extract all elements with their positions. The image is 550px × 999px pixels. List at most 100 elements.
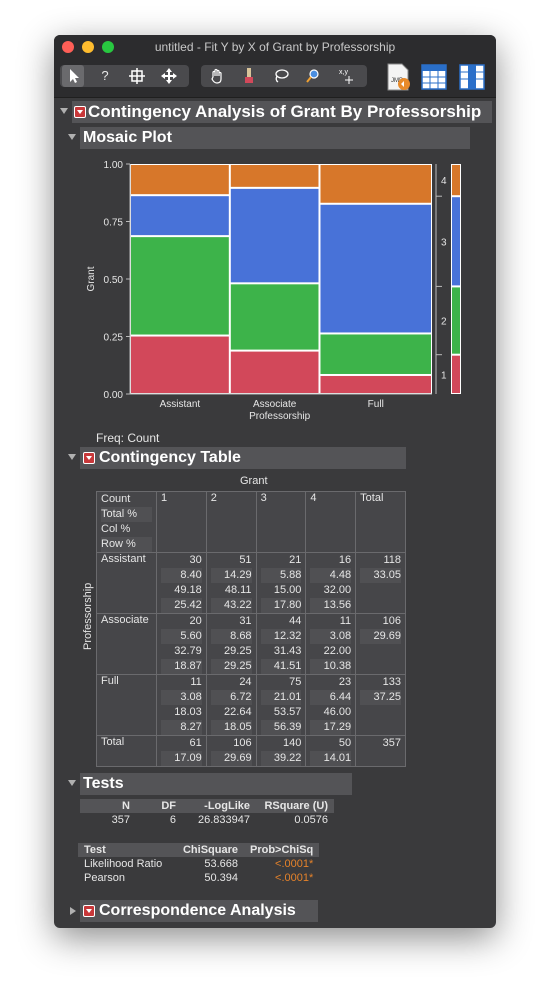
freq-label: Freq: Count [96, 431, 160, 445]
help-tool-icon[interactable]: ? [101, 68, 109, 83]
hand-tool-icon[interactable] [206, 65, 228, 87]
cell-value: 29.25 [224, 645, 252, 657]
svg-text:JMP: JMP [391, 78, 403, 84]
arrow-tool-icon[interactable] [62, 65, 84, 87]
cell-value: 46.00 [323, 706, 352, 718]
cell-value: 29.69 [210, 751, 252, 766]
stat-label: Row % [101, 537, 152, 552]
close-button[interactable] [62, 41, 74, 53]
mosaic-cell [230, 351, 319, 393]
cell-value: 23 [338, 676, 352, 688]
stat-label-cell: Count Total % Col % Row % [96, 491, 157, 553]
tests-header[interactable]: Tests [80, 773, 352, 795]
cell-value: 6.72 [210, 690, 252, 705]
correspondence-menu-icon[interactable] [83, 905, 95, 917]
mosaic-cell [131, 336, 229, 393]
table-cell: 51 14.29 48.11 43.22 [205, 552, 257, 614]
mosaic-cell [131, 165, 229, 195]
jmp-script-icon[interactable]: JMP [384, 62, 412, 92]
cell-value: 75 [289, 676, 302, 688]
move-tool-icon[interactable] [158, 65, 180, 87]
window-title: untitled - Fit Y by X of Grant by Profes… [154, 40, 396, 54]
column-header: 1 [155, 491, 207, 553]
cell-value: 49.18 [174, 584, 202, 596]
tests-summary-table: N DF -LogLike RSquare (U) 357 6 26.83394… [80, 799, 334, 827]
table-row: Associate 20 5.60 32.79 18.87 31 8.68 29.25 29.2… [96, 613, 406, 675]
table-cell: 140 39.22 [255, 735, 307, 767]
collapse-analysis-icon[interactable] [60, 108, 68, 114]
zoom-button[interactable] [102, 41, 114, 53]
contingency-table: Count Total % Col % Row % 1 2 3 4 Total Assistant… [96, 491, 406, 767]
tests-summary-header-row: N DF -LogLike RSquare (U) [80, 799, 334, 813]
x-tick-label: Full [368, 399, 384, 410]
rsquare-value: 0.0576 [294, 814, 328, 826]
cell-value: 16 [338, 554, 352, 566]
chisquare-value: 53.668 [204, 858, 238, 870]
cell-value: 22.64 [224, 706, 252, 718]
zoom-tool-icon[interactable] [302, 65, 324, 87]
loglike-value: 26.833947 [198, 814, 250, 826]
contingency-header[interactable]: Contingency Table [80, 447, 406, 469]
prob-value: <.0001* [275, 858, 314, 870]
brush-tool-icon[interactable] [238, 65, 260, 87]
cell-value: 31.43 [273, 645, 302, 657]
expand-correspondence-icon[interactable] [70, 907, 76, 915]
cell-value: 37.25 [360, 690, 401, 705]
cell-value: 17.80 [260, 598, 302, 613]
table-cell: 118 33.05 [355, 552, 406, 614]
professorship-group-label: Professorship [82, 582, 94, 650]
collapse-mosaic-icon[interactable] [68, 134, 76, 140]
stat-label: Count [101, 493, 131, 505]
minimize-button[interactable] [82, 41, 94, 53]
mosaic-header[interactable]: Mosaic Plot [80, 127, 470, 149]
chisquare-header: ChiSquare [176, 843, 244, 857]
correspondence-header[interactable]: Correspondence Analysis [80, 900, 318, 922]
crosshair-tool-icon[interactable]: x,y [336, 65, 358, 87]
prob-value: <.0001* [275, 872, 314, 884]
lasso-tool-icon[interactable] [270, 65, 292, 87]
df-header: DF [136, 799, 182, 813]
collapse-contingency-icon[interactable] [68, 454, 76, 460]
analysis-header[interactable]: Contingency Analysis of Grant By Profess… [72, 101, 492, 123]
column-header: 4 [305, 491, 357, 553]
cell-value: 18.03 [174, 706, 202, 718]
cell-value: 18.87 [160, 659, 202, 674]
mosaic-cell [230, 164, 319, 187]
table-cell: 21 5.88 15.00 17.80 [255, 552, 307, 614]
analysis-title: Contingency Analysis of Grant By Profess… [88, 102, 482, 121]
cell-value: 18.05 [210, 720, 252, 735]
toolbar: ? x,y JMP [54, 59, 496, 98]
mosaic-title: Mosaic Plot [83, 129, 172, 146]
cell-value: 24 [239, 676, 252, 688]
cell-value: 3.08 [160, 690, 202, 705]
test-name: Likelihood Ratio [84, 858, 163, 870]
cell-value: 4.48 [310, 568, 352, 583]
collapse-tests-icon[interactable] [68, 780, 76, 786]
mosaic-plot: 0.00 0.25 0.50 0.75 1.00 Grant Assistant Associ… [86, 160, 461, 422]
brush-select-tool-icon[interactable] [126, 65, 148, 87]
analysis-menu-icon[interactable] [74, 106, 86, 118]
data-table-icon[interactable] [420, 62, 448, 92]
column-layout-icon[interactable] [458, 62, 486, 92]
contingency-menu-icon[interactable] [83, 452, 95, 464]
cell-value: 12.32 [260, 629, 302, 644]
right-category-label: 2 [441, 317, 447, 328]
table-cell: 23 6.44 46.00 17.29 [305, 674, 357, 736]
y-tick-label: 0.00 [104, 390, 124, 401]
column-header: 2 [205, 491, 257, 553]
table-row: Total 61 17.09 106 29.69 140 39.22 50 14.01 357 [96, 735, 406, 767]
title-bar: untitled - Fit Y by X of Grant by Profes… [54, 35, 496, 59]
cell-value: 8.68 [210, 629, 252, 644]
cell-value: 31 [239, 615, 252, 627]
table-cell: 11 3.08 18.03 8.27 [155, 674, 207, 736]
row-label: Assistant [96, 552, 157, 614]
loglike-header: -LogLike [182, 799, 256, 813]
svg-text:x,y: x,y [339, 69, 348, 76]
cell-value: 106 [233, 737, 252, 749]
cell-value: 22.00 [323, 645, 352, 657]
stat-label: Total % [101, 507, 152, 522]
cell-value: 21.01 [260, 690, 302, 705]
cell-value: 5.60 [160, 629, 202, 644]
cell-value: 21 [289, 554, 302, 566]
table-cell: 31 8.68 29.25 29.25 [205, 613, 257, 675]
